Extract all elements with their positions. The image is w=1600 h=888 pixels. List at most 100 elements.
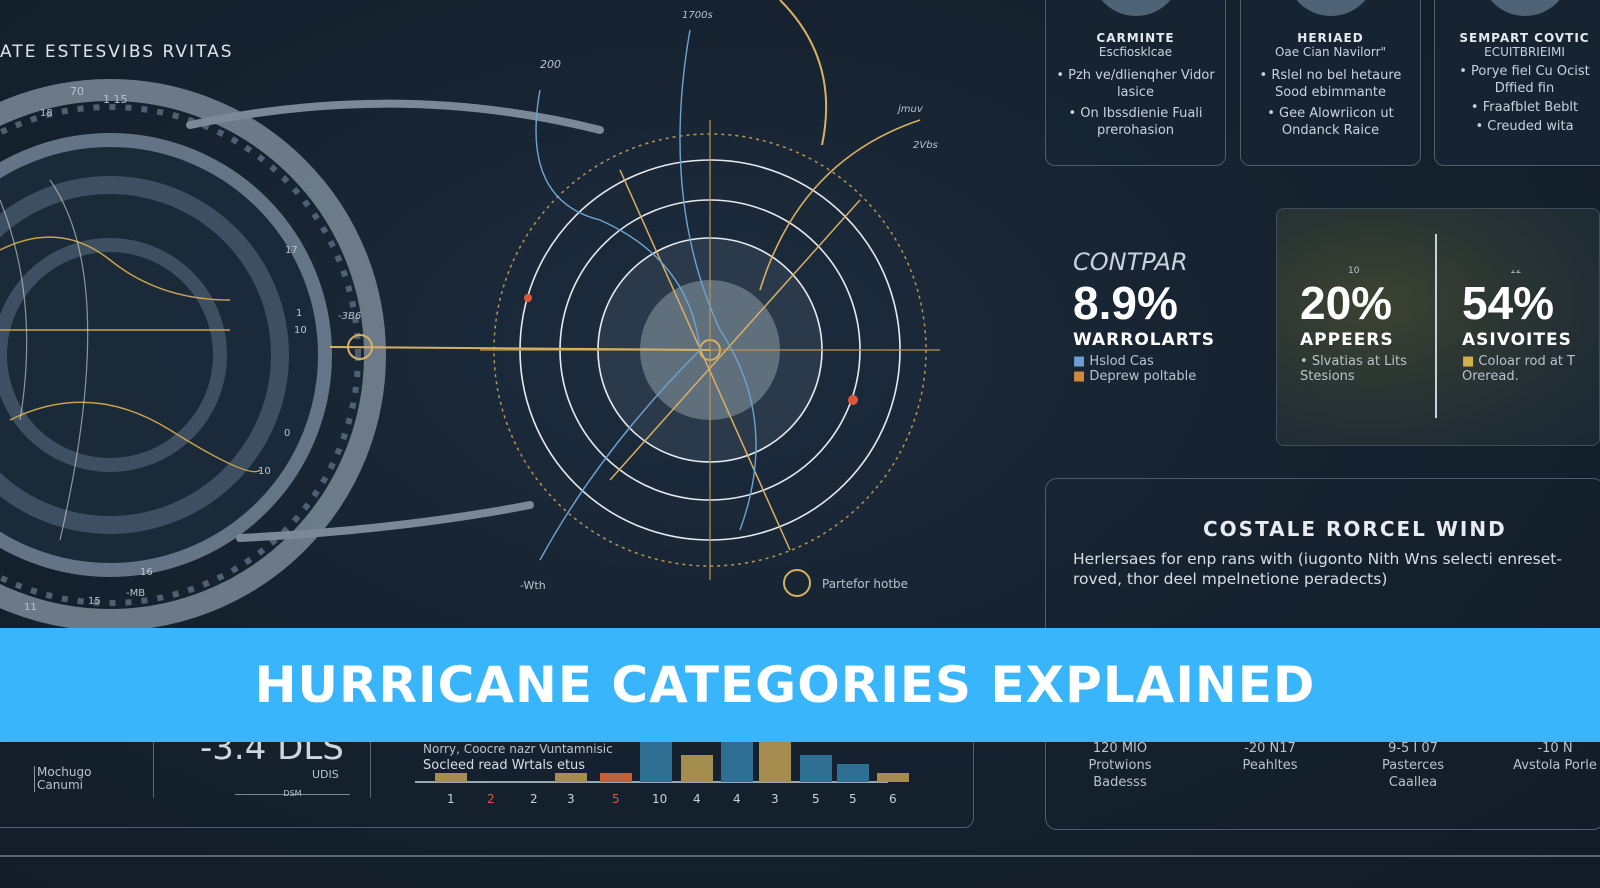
radar-label: jmuv [898,104,923,115]
radar-label: 1700s [682,10,713,21]
metric-label: Avstola Porle [1513,758,1597,773]
x-tick-label: 1 [447,792,455,806]
bar [555,773,587,782]
globe-label: 15 [88,596,101,607]
stat-block: 12 54% ASIVOITES ■ Coloar rod at T Orere… [1462,270,1600,384]
card-subtitle: ECUITBRIEIMI [1484,45,1565,59]
card-title: HERIAED [1297,31,1364,45]
globe-label: 16 [140,567,153,578]
bar [640,742,672,782]
stat-label: ASIVOITES [1462,330,1572,350]
bar [800,755,832,782]
brand-label: Mochugo Canumi [34,766,104,792]
stat-block: CONTPAR 8.9% WARROLARTS ■ Hslod Cas ■ De… [1073,248,1215,384]
metric-value: -10 N [1537,741,1573,756]
metric-value: 120 MIO [1092,741,1148,756]
globe-label: 70 [70,85,84,98]
metric-value: -20 N17 [1244,741,1296,756]
globe-label: -MB [126,588,146,599]
title-banner: HURRICANE CATEGORIES EXPLAINED [0,628,1600,742]
banner-title: HURRICANE CATEGORIES EXPLAINED [254,656,1316,714]
bar [681,755,713,782]
radar [329,0,940,597]
x-tick-label: 4 [693,792,701,806]
globe [0,79,386,628]
bar [877,773,909,782]
gear-icon [1479,0,1570,16]
x-tick-label: 3 [567,792,575,806]
bar [837,764,869,782]
stat-bullet: Hslod Cas [1089,354,1154,369]
card-title: CARMINTE [1096,31,1175,45]
divider [370,742,371,798]
globe-label: 17 [285,245,298,256]
metric-label: Pasterces Caallea [1381,758,1445,790]
wind-title: COSTALE RORCEL WIND [1203,517,1507,541]
stat-caption: 10 [1348,266,1360,276]
globe-label: 0 [284,428,291,439]
card-bullet: • Rslel no bel hetaure Sood ebimmante [1259,68,1402,100]
metric-label: Peahltes [1242,758,1298,773]
globe-label: 18 [40,108,53,119]
card-bullet: • Gee Alowriicon ut Ondanck Raice [1267,106,1394,138]
card-bullet: • Porye fiel Cu Ocist Dffied fin [1459,64,1590,96]
stat-bullet: Slvatias at Lits Stesions [1300,354,1407,384]
info-card: HERIAED Oae Cian Navilorr" • Rslel no be… [1240,0,1421,166]
card-bullet: • Creuded wita [1475,119,1574,134]
bar-chart [415,742,909,783]
bar [721,742,753,782]
chart-caption: Norry, Coocre nazr Vuntamnisic [423,742,613,756]
info-card: SEMPART COVTIC ECUITBRIEIMI • Porye fiel… [1434,0,1600,166]
metric-caption: DSM [235,789,350,798]
divider [1435,234,1437,418]
globe-label: 1 [296,308,303,319]
card-bullet: • Fraafblet Beblt [1470,100,1579,115]
stat-bullet: Coloar rod at T Oreread. [1462,354,1575,384]
x-tick-label: 3 [771,792,779,806]
metric-label: Protwions Badesss [1088,758,1152,790]
stat-value: 54% [1462,277,1555,329]
x-tick-label: 4 [733,792,741,806]
radar-label: -Wth [520,579,546,592]
card-bullet: • Pzh ve/dlienqher Vidor lasice [1056,68,1215,100]
chart-caption: Socleed read Wrtals etus [423,758,586,773]
radar-annotation: Partefor hotbe [822,577,909,591]
card-subtitle: Oae Cian Navilorr" [1274,45,1387,59]
wind-metric: -10 N Avstola Porle [1510,740,1600,774]
x-tick-label: 2 [487,792,495,806]
wind-metric: 120 MIO Protwions Badesss [1070,740,1170,791]
metric-value: 9-5 I 07 [1388,741,1438,756]
x-tick-label: 5 [812,792,820,806]
gear-icon [1090,0,1181,16]
globe-label: 10 [258,466,271,477]
wind-metric: -20 N17 Peahltes [1220,740,1320,774]
stat-block: 10 20% APPEERS • Slvatias at Lits Stesio… [1300,266,1430,384]
x-tick-label: 5 [612,792,620,806]
radar-label: -3B6 [338,311,362,322]
stats-heading: CONTPAR [1073,248,1188,276]
stat-caption: 12 [1510,270,1522,276]
stat-bullet: Deprew poltable [1089,369,1197,384]
card-bullet: • On Ibssdienie Fuali prerohasion [1068,106,1203,138]
bar [435,773,467,782]
radar-label: 2Vbs [913,140,938,151]
stat-value: 8.9% [1073,277,1178,329]
page-title: ATE ESTESVIBS RVITAS [0,42,234,62]
card-subtitle: Escfiosklcae [1098,45,1173,59]
x-tick-label: 10 [652,792,668,806]
x-tick-label: 5 [849,792,857,806]
divider [0,855,1600,857]
globe-label: 10 [294,325,307,336]
wind-metric: 9-5 I 07 Pasterces Caallea [1363,740,1463,791]
hurricane-tracking-graphic [0,0,940,628]
gear-icon [1285,0,1376,16]
globe-label: 1 15 [103,93,128,106]
info-card: CARMINTE Escfiosklcae • Pzh ve/dlienqher… [1045,0,1226,166]
stat-label: APPEERS [1300,330,1394,350]
x-tick-label: 2 [530,792,538,806]
metric-unit: UDIS [312,768,339,781]
card-title: SEMPART COVTIC [1459,31,1590,45]
bar [759,742,791,782]
bar [600,773,632,782]
stat-label: WARROLARTS [1073,330,1215,350]
